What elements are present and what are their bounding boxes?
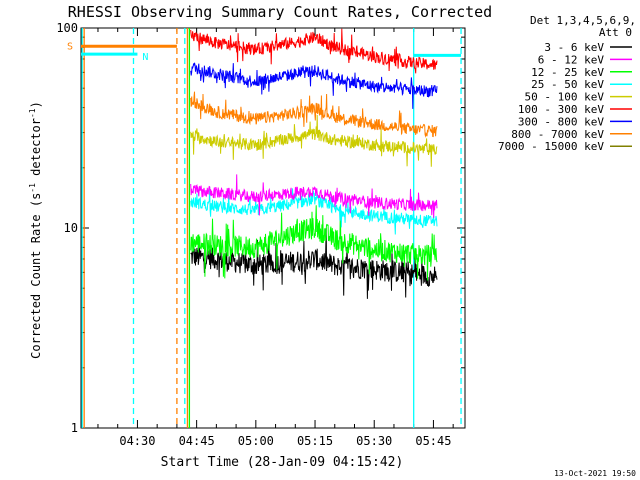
series-line <box>190 174 438 218</box>
y-axis-label-main: Corrected Count Rate (s <box>29 193 43 359</box>
x-tick-label: 04:45 <box>179 434 215 448</box>
x-tick-label: 05:15 <box>297 434 333 448</box>
legend-header-line2: Att 0 <box>599 26 632 39</box>
y-tick-label: 10 <box>64 221 78 235</box>
y-tick-label: 100 <box>56 21 78 35</box>
y-tick-label: 1 <box>71 421 78 435</box>
x-axis-label: Start Time (28-Jan-09 04:15:42) <box>161 455 404 470</box>
series-line <box>190 205 438 281</box>
legend-entry-label: 12 - 25 keV <box>531 66 604 79</box>
y-axis-label-mid: detector <box>29 118 43 183</box>
legend-entry-label: 25 - 50 keV <box>531 78 604 91</box>
series-line <box>190 28 438 74</box>
x-tick-label: 04:30 <box>119 434 155 448</box>
y-axis-label-end: ) <box>29 101 43 108</box>
legend-entry-label: 100 - 300 keV <box>518 103 604 116</box>
y-axis-label-sup2: -1 <box>28 108 37 118</box>
series-line <box>190 62 438 109</box>
y-axis-label: Corrected Count Rate (s-1 detector-1) <box>28 101 43 359</box>
x-tick-label: 05:30 <box>356 434 392 448</box>
axis-ticks: 1 10 100 04:30 04:45 05:00 05:15 05:30 05:45 <box>56 21 465 448</box>
legend-header-line1: Det 1,3,4,5,6,9, <box>530 14 636 27</box>
legend-entry-label: 50 - 100 keV <box>525 91 605 104</box>
legend-entry-label: 300 - 800 keV <box>518 115 604 128</box>
legend-entry-label: 3 - 6 keV <box>544 41 604 54</box>
series-line <box>190 114 438 167</box>
legend-entry-label: 800 - 7000 keV <box>511 128 604 141</box>
legend-entry-label: 6 - 12 keV <box>538 53 605 66</box>
flag-label: N <box>142 52 148 63</box>
x-tick-label: 05:45 <box>415 434 451 448</box>
legend-entry-label: 7000 - 15000 keV <box>498 140 604 153</box>
series-line <box>190 187 438 235</box>
chart-title: RHESSI Observing Summary Count Rates, Co… <box>68 3 492 21</box>
x-tick-label: 05:00 <box>238 434 274 448</box>
y-axis-label-sup1: -1 <box>28 183 37 193</box>
series-line <box>190 91 438 138</box>
series-line <box>190 227 438 299</box>
flag-label: S <box>67 41 73 52</box>
observing-markers: SN <box>67 28 462 428</box>
series-lines <box>190 28 438 299</box>
timestamp: 13-Oct-2021 19:50 <box>554 469 636 478</box>
